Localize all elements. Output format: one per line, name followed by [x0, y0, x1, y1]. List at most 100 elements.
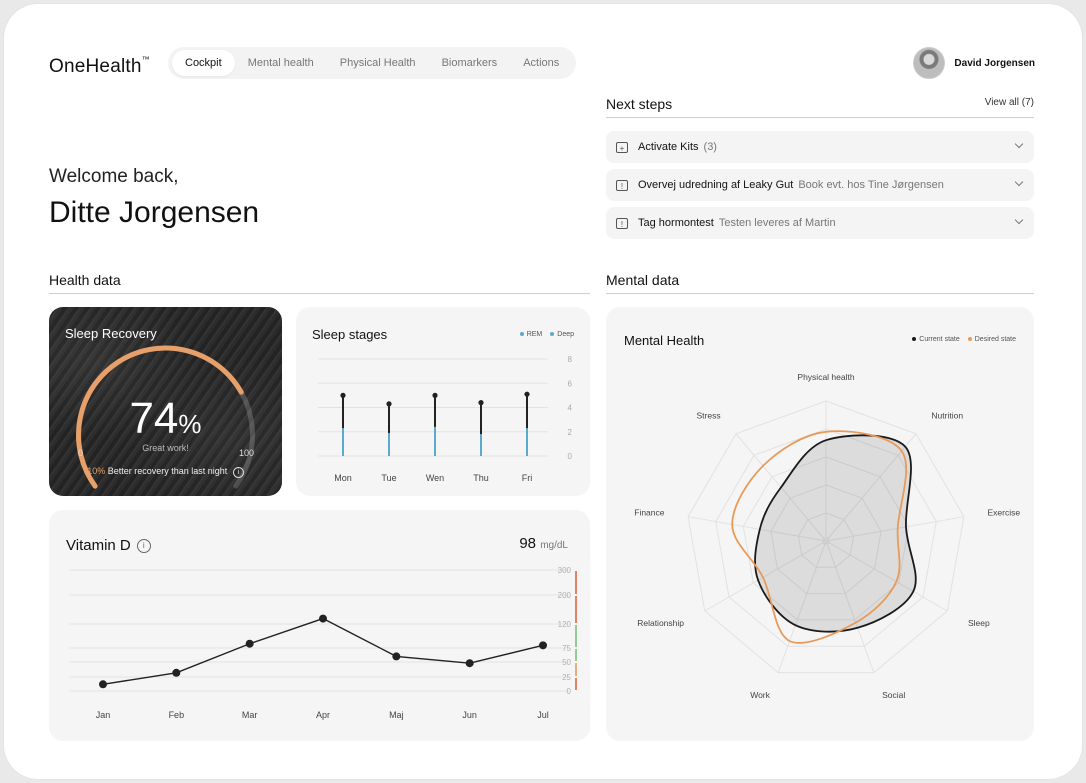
vitamin-d-value: 98 mg/dL — [519, 535, 568, 552]
tab-actions[interactable]: Actions — [523, 57, 560, 69]
sleep-stages-legend: REM Deep — [519, 331, 574, 338]
radar-ring — [770, 484, 882, 595]
kit-icon: + — [616, 141, 628, 153]
y-tick-label: 300 — [558, 566, 572, 575]
bar-cap — [478, 400, 484, 406]
radar-axis-label: Social — [882, 690, 905, 700]
x-tick-label: Jan — [96, 710, 111, 720]
avatar[interactable] — [913, 47, 946, 79]
next-step-item[interactable]: ! Tag hormontest Testen leveres af Marti… — [606, 207, 1034, 239]
x-tick-label: Fri — [522, 473, 533, 483]
next-steps-title: Next steps — [606, 96, 673, 112]
data-point — [99, 680, 107, 689]
radar-spoke — [777, 540, 827, 673]
x-tick-label: Feb — [169, 710, 185, 720]
chevron-down-icon[interactable] — [1014, 139, 1024, 149]
next-step-item[interactable]: ! Overvej udredning af Leaky Gut Book ev… — [606, 169, 1034, 201]
radar-ring — [797, 512, 855, 568]
bar-cap — [524, 391, 530, 397]
x-tick-label: Mar — [242, 710, 258, 720]
next-step-item[interactable]: + Activate Kits (3) — [606, 131, 1034, 163]
y-tick-label: 2 — [568, 428, 573, 437]
mental-health-radar-chart: Physical health Nutrition Exercise Sleep Soc… — [634, 372, 1021, 700]
y-tick-label: 4 — [568, 404, 573, 413]
main-nav: Cockpit Mental health Physical Health Bi… — [168, 47, 577, 79]
x-tick-label: Tue — [381, 473, 396, 483]
chevron-down-icon[interactable] — [1014, 215, 1024, 225]
divider — [606, 117, 1034, 118]
step-subtitle: Testen leveres af Martin — [718, 217, 836, 229]
sleep-recovery-card[interactable]: Sleep Recovery 74% Great work! 0 100 10%… — [49, 307, 282, 496]
y-tick-label: 75 — [562, 644, 571, 653]
welcome-greeting: Welcome back, — [49, 166, 179, 187]
radar-axis-label: Physical health — [797, 372, 854, 382]
step-title: Activate Kits — [638, 141, 699, 153]
tab-biomarkers[interactable]: Biomarkers — [441, 57, 498, 69]
radar-spoke — [825, 516, 964, 542]
radar-desired-state — [731, 430, 908, 644]
radar-axis-label: Exercise — [988, 508, 1021, 518]
tab-physical-health[interactable]: Physical Health — [339, 57, 416, 69]
mental-health-card: Mental Health Current state Desired stat… — [606, 307, 1034, 741]
vitamin-d-chart: 0 25 50 75 120 200 300 Jan Feb Mar Apr Maj Jun Jul — [69, 566, 577, 720]
sleep-stages-card: Sleep stages REM Deep 0 2 4 6 8 Mon Tue Wen Thu F… — [296, 307, 590, 496]
health-data-title: Health data — [49, 272, 121, 288]
mental-data-title: Mental data — [606, 272, 680, 288]
tab-cockpit[interactable]: Cockpit — [172, 50, 235, 76]
sleep-recovery-title: Sleep Recovery — [65, 326, 157, 341]
user-name: David Jorgensen — [954, 57, 1035, 69]
gauge-fill — [76, 345, 244, 489]
view-all-link[interactable]: View all (7) — [984, 97, 1034, 108]
recovery-footnote: 10% Better recovery than last night i — [49, 466, 282, 478]
divider — [606, 293, 1034, 294]
bar-cap — [432, 392, 438, 398]
step-title: Tag hormontest — [638, 217, 714, 229]
radar-center — [822, 537, 830, 545]
radar-current-state — [754, 434, 917, 633]
data-point — [465, 659, 474, 668]
y-tick-label: 6 — [568, 379, 573, 388]
radar-axis-label: Nutrition — [931, 410, 963, 420]
tab-mental-health[interactable]: Mental health — [247, 57, 314, 69]
x-tick-label: Wen — [426, 473, 444, 483]
y-tick-label: 25 — [562, 673, 571, 682]
data-point — [392, 652, 401, 661]
radar-spoke — [825, 540, 875, 673]
radar-spoke — [825, 540, 948, 612]
radar-axis-label: Relationship — [637, 618, 684, 628]
radar-axis-label: Stress — [697, 410, 721, 420]
sleep-stages-title: Sleep stages — [312, 327, 388, 342]
radar-spoke — [704, 540, 827, 612]
y-tick-label: 0 — [567, 687, 572, 696]
user-menu[interactable]: David Jorgensen — [913, 47, 1035, 79]
y-tick-label: 200 — [558, 591, 572, 600]
data-point — [172, 668, 181, 677]
radar-spoke — [688, 516, 827, 542]
x-tick-label: Jul — [537, 710, 549, 720]
mental-health-legend: Current state Desired state — [912, 336, 1016, 343]
radar-axis-label: Work — [750, 690, 770, 700]
radar-spoke — [825, 433, 917, 542]
logo[interactable]: OneHealth™ — [49, 54, 150, 77]
chevron-down-icon[interactable] — [1014, 177, 1024, 187]
recovery-caption: Great work! — [142, 443, 189, 453]
radar-ring — [715, 428, 937, 647]
y-tick-label: 0 — [568, 452, 573, 461]
app-frame: OneHealth™ Cockpit Mental health Physica… — [4, 4, 1082, 779]
page-title: Ditte Jorgensen — [49, 196, 260, 229]
info-icon[interactable]: i — [232, 467, 244, 478]
info-icon[interactable]: i — [136, 539, 151, 554]
gauge-max-label: 100 — [239, 448, 255, 458]
x-tick-label: Apr — [316, 710, 330, 720]
radar-ring — [742, 456, 910, 621]
alert-icon: ! — [616, 217, 628, 229]
recovery-value: 74% — [129, 394, 202, 443]
y-tick-label: 50 — [562, 658, 571, 667]
gauge-min-label: 0 — [78, 448, 84, 458]
step-count: (3) — [703, 141, 717, 153]
legend-current-state: Current state — [912, 336, 960, 343]
data-point — [319, 614, 327, 623]
vitamin-d-line — [102, 617, 544, 685]
